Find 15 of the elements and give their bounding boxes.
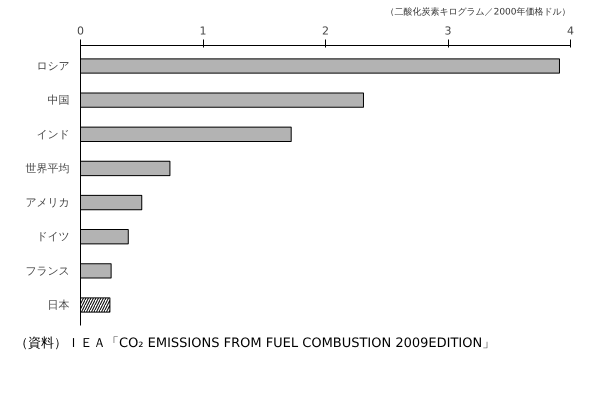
y-tick-label: 世界平均 bbox=[26, 162, 70, 175]
y-tick-label: アメリカ bbox=[26, 196, 70, 210]
y-tick-label: インド bbox=[36, 128, 70, 141]
x-tick-label: 1 bbox=[200, 24, 206, 38]
y-tick-label: フランス bbox=[26, 264, 70, 278]
y-tick-label: ドイツ bbox=[36, 230, 70, 244]
x-tick-label: 3 bbox=[444, 24, 452, 38]
x-tick-label: 0 bbox=[77, 24, 84, 38]
y-tick-label: 日本 bbox=[48, 298, 70, 312]
x-axis-title: （二酸化炭素キログラム／2000年価格ドル） bbox=[386, 6, 570, 18]
text: （資料）ＩＥＡ「CO₂ EMISSIONS FROM FUEL COMBUSTION 2009EDITION」 bbox=[15, 335, 496, 353]
x-tick-label: 2 bbox=[322, 24, 329, 38]
y-tick-label: ロシア bbox=[36, 59, 70, 72]
x-tick-label: 4 bbox=[567, 24, 574, 38]
y-tick-label: 中国 bbox=[48, 94, 70, 107]
